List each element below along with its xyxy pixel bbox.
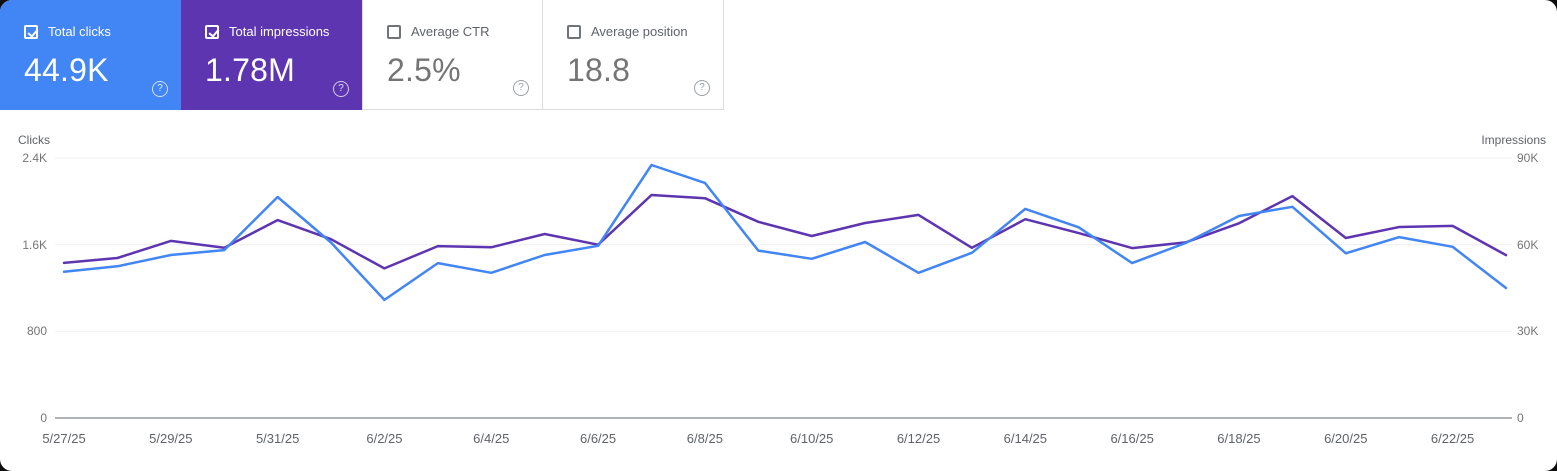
x-axis-label: 6/16/25: [1110, 431, 1154, 446]
card-label: Average position: [591, 24, 688, 39]
total-clicks-checkbox[interactable]: [24, 24, 38, 39]
help-icon[interactable]: ?: [694, 80, 710, 96]
x-axis-label: 5/27/25: [42, 431, 86, 446]
y-tick-left: 0: [40, 411, 47, 425]
x-axis-label: 6/20/25: [1324, 431, 1368, 446]
total-impressions-checkbox[interactable]: [205, 24, 219, 39]
x-axis-label: 6/4/25: [473, 431, 510, 446]
average-position-checkbox[interactable]: [567, 24, 581, 39]
total-impressions-value: 1.78M: [205, 52, 295, 88]
impressions-line[interactable]: [62, 193, 1508, 270]
x-axis-label: 6/18/25: [1217, 431, 1261, 446]
metric-cards-row: Total clicks 44.9K ? Total impressions 1…: [0, 0, 724, 110]
y-tick-right: 90K: [1517, 151, 1539, 165]
total-clicks-value: 44.9K: [24, 52, 109, 88]
y-tick-right: 30K: [1517, 324, 1539, 338]
average-ctr-checkbox[interactable]: [387, 24, 401, 39]
y-tick-right: 0: [1517, 411, 1524, 425]
y-tick-left: 800: [26, 324, 47, 338]
x-axis-label: 6/10/25: [790, 431, 834, 446]
card-header: Total impressions: [205, 24, 362, 39]
x-axis-label: 6/8/25: [686, 431, 723, 446]
card-label: Total clicks: [48, 24, 111, 39]
clicks-line[interactable]: [62, 163, 1508, 302]
card-total-impressions[interactable]: Total impressions 1.78M ?: [181, 0, 362, 110]
x-axis-label: 5/29/25: [149, 431, 193, 446]
card-total-clicks[interactable]: Total clicks 44.9K ?: [0, 0, 181, 110]
card-label: Total impressions: [229, 24, 330, 39]
gridlines: [55, 157, 1512, 419]
help-icon[interactable]: ?: [333, 81, 349, 97]
card-average-position[interactable]: Average position 18.8 ?: [543, 0, 724, 110]
card-label: Average CTR: [411, 24, 490, 39]
card-header: Total clicks: [24, 24, 181, 39]
x-axis-label: 6/12/25: [896, 431, 941, 446]
card-header: Average position: [567, 24, 723, 39]
help-icon[interactable]: ?: [513, 80, 529, 96]
card-header: Average CTR: [387, 24, 542, 39]
help-icon[interactable]: ?: [152, 81, 168, 97]
x-axis-label: 5/31/25: [255, 431, 300, 446]
x-axis-label: 6/2/25: [366, 431, 403, 446]
x-axis-labels: 5/27/25 5/29/25 5/31/25 6/2/25 6/4/25 6/6/25 6…: [0, 431, 1557, 447]
y-tick-left: 2.4K: [22, 151, 47, 165]
average-ctr-value: 2.5%: [387, 52, 461, 88]
left-axis-title: Clicks: [18, 133, 50, 147]
right-axis-title: Impressions: [1481, 133, 1546, 147]
average-position-value: 18.8: [567, 52, 631, 88]
x-axis-label: 6/14/25: [1003, 431, 1048, 446]
y-tick-right: 60K: [1517, 238, 1539, 252]
y-tick-left: 1.6K: [22, 238, 47, 252]
x-axis-label: 6/22/25: [1430, 431, 1475, 446]
card-average-ctr[interactable]: Average CTR 2.5% ?: [362, 0, 543, 110]
x-axis-label: 6/6/25: [579, 431, 617, 446]
